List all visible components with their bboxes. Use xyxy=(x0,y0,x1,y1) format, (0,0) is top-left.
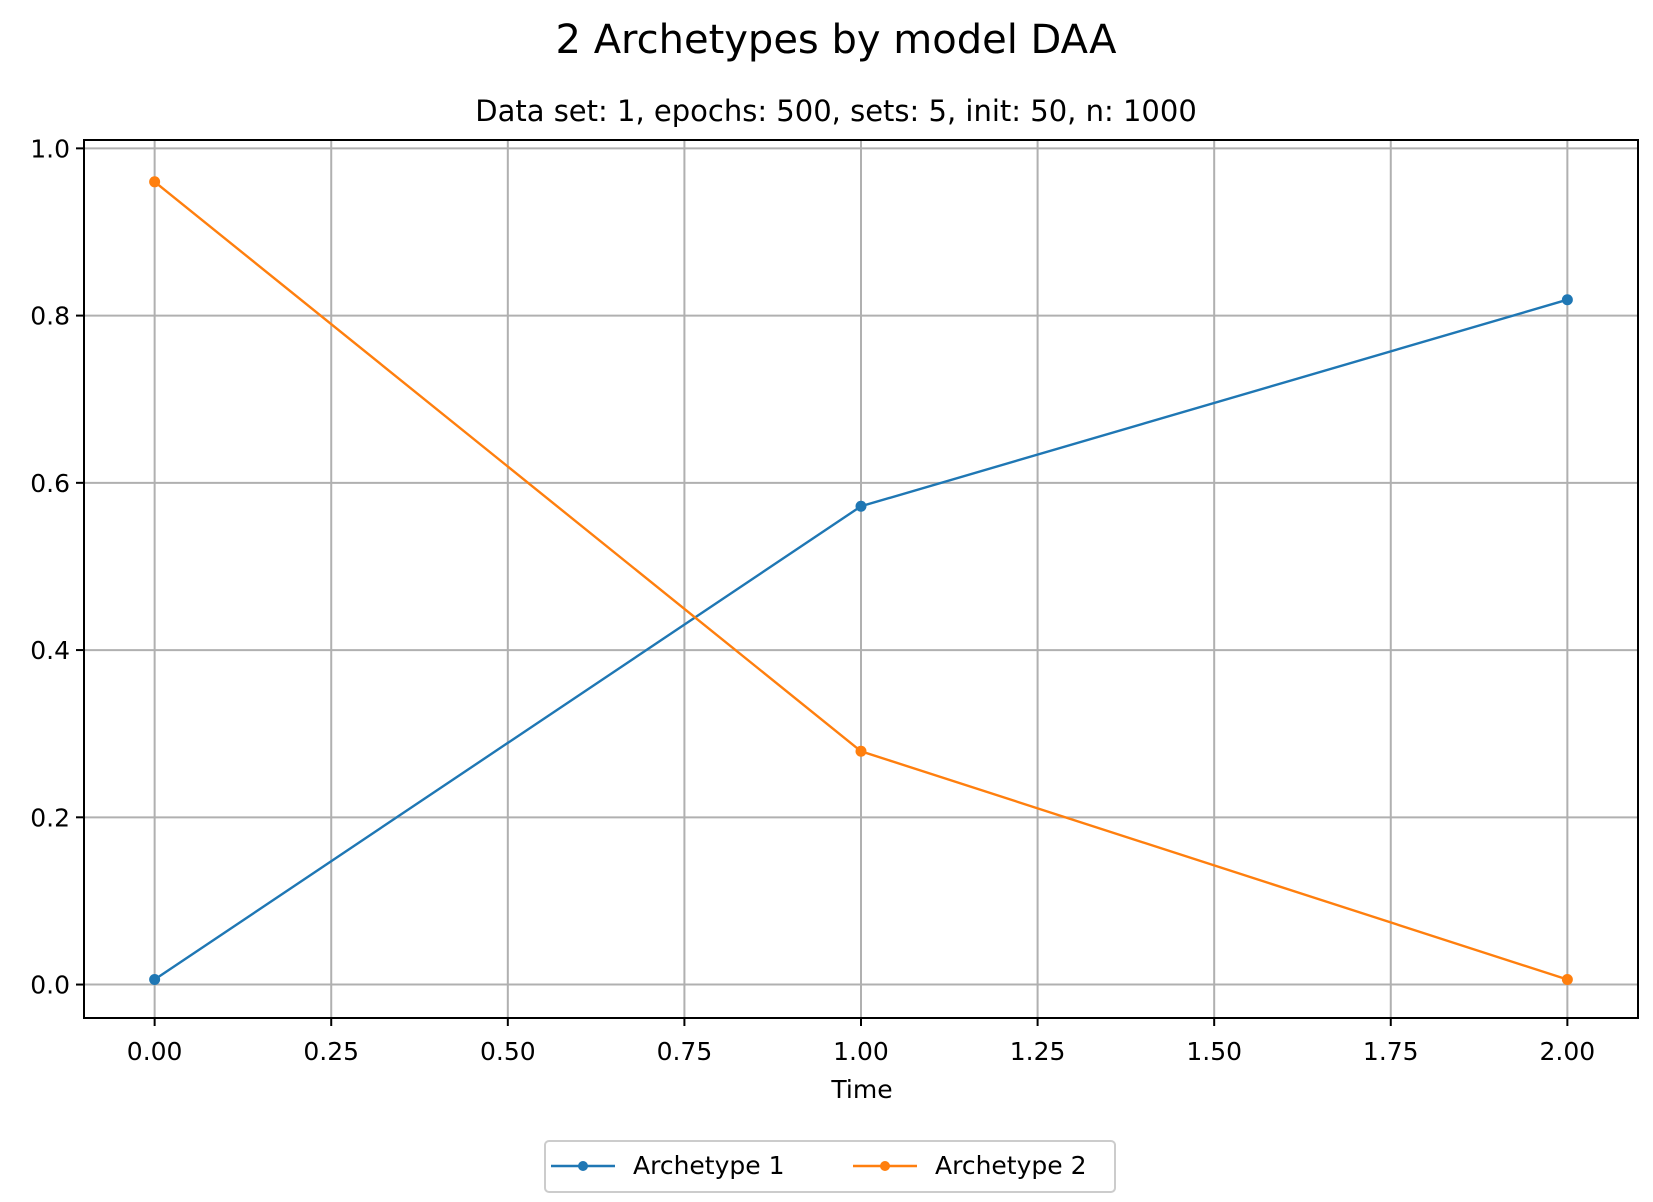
x-tick-label: 0.50 xyxy=(480,1037,536,1066)
data-point-archetype-2 xyxy=(855,745,867,757)
y-tick-label: 0.2 xyxy=(30,803,70,832)
chart-title: 2 Archetypes by model DAA xyxy=(556,17,1118,63)
x-axis-label: Time xyxy=(830,1075,892,1104)
chart-subtitle: Data set: 1, epochs: 500, sets: 5, init:… xyxy=(475,94,1197,128)
data-point-archetype-2 xyxy=(149,176,161,188)
y-tick-label: 0.0 xyxy=(30,971,70,1000)
x-tick-label: 1.75 xyxy=(1363,1037,1419,1066)
x-tick-label: 1.50 xyxy=(1186,1037,1242,1066)
data-point-archetype-1 xyxy=(149,974,161,986)
y-tick-label: 0.8 xyxy=(30,302,70,331)
grid xyxy=(84,140,1638,1018)
ticks: 0.00 0.25 0.50 0.75 1.00 1.25 1.50 1.75 2.00 0.0 0… xyxy=(30,134,1595,1066)
legend-marker-archetype-1 xyxy=(578,1161,588,1171)
data-point-archetype-1 xyxy=(1561,294,1573,306)
legend-marker-archetype-2 xyxy=(880,1161,890,1171)
legend-label-archetype-1: Archetype 1 xyxy=(633,1151,785,1180)
legend-label-archetype-2: Archetype 2 xyxy=(935,1151,1087,1180)
x-tick-label: 1.00 xyxy=(833,1037,889,1066)
legend-frame xyxy=(544,1140,1116,1193)
y-tick-label: 0.4 xyxy=(30,636,70,665)
x-tick-label: 0.75 xyxy=(657,1037,713,1066)
x-tick-label: 0.00 xyxy=(127,1037,183,1066)
y-tick-label: 0.6 xyxy=(30,469,70,498)
data-point-archetype-2 xyxy=(1561,974,1573,986)
series-layer xyxy=(149,176,1573,986)
x-tick-label: 2.00 xyxy=(1540,1037,1596,1066)
y-tick-label: 1.0 xyxy=(30,134,70,163)
data-point-archetype-1 xyxy=(855,500,867,512)
legend: Archetype 1 Archetype 2 xyxy=(544,1140,1116,1193)
x-tick-label: 1.25 xyxy=(1010,1037,1066,1066)
x-tick-label: 0.25 xyxy=(303,1037,359,1066)
